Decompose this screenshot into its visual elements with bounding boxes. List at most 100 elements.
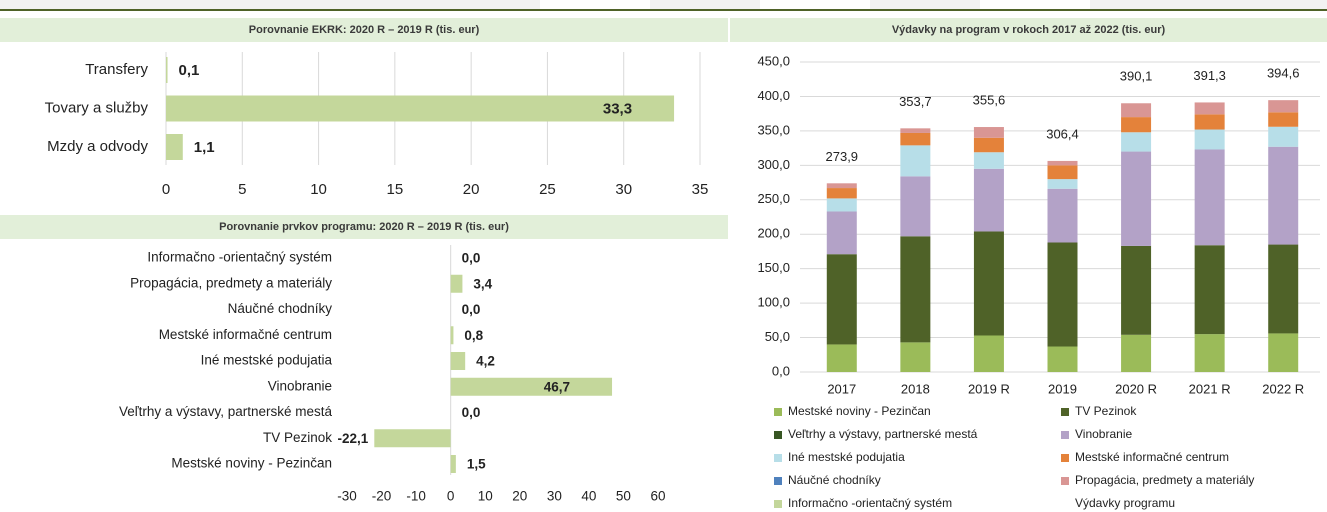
bar-segment xyxy=(1268,333,1299,372)
legend-label: Vinobranie xyxy=(1075,427,1132,441)
category-label: Mzdy a odvody xyxy=(47,138,148,155)
bar-segment xyxy=(1121,151,1152,246)
y-tick-label: 250,0 xyxy=(757,191,790,206)
bar-segment xyxy=(1268,112,1299,127)
category-label: Náučné chodníky xyxy=(228,301,333,316)
legend-label: Mestské noviny - Pezinčan xyxy=(788,404,931,418)
category-label: Mestské noviny - Pezinčan xyxy=(171,456,332,471)
bar-segment xyxy=(973,231,1004,336)
y-tick-label: 350,0 xyxy=(757,122,790,137)
bar-segment xyxy=(900,132,931,146)
x-tick-label: 35 xyxy=(692,181,709,198)
bar xyxy=(166,95,675,122)
x-tick-label: -10 xyxy=(406,489,426,504)
x-tick-label: 30 xyxy=(615,181,632,198)
total-label: 391,3 xyxy=(1193,68,1226,83)
top-cell xyxy=(980,0,1090,9)
x-tick-label: 30 xyxy=(547,489,562,504)
x-tick-label: 0 xyxy=(447,489,455,504)
bar xyxy=(450,274,463,293)
top-cell xyxy=(760,0,870,9)
x-tick-label: 2019 xyxy=(1048,381,1077,396)
value-label: 0,0 xyxy=(462,405,481,420)
x-tick-label: 2018 xyxy=(901,381,930,396)
bar-segment xyxy=(826,183,857,189)
chart-header xyxy=(0,18,728,42)
bar-segment xyxy=(826,344,857,372)
bar-segment xyxy=(826,254,857,345)
y-tick-label: 0,0 xyxy=(772,363,790,378)
legend-label: Propagácia, predmety a materiály xyxy=(1075,473,1254,487)
bar-segment xyxy=(1121,103,1152,118)
legend-swatch xyxy=(1061,454,1069,462)
bar-segment xyxy=(1121,334,1152,372)
legend-label: Mestské informačné centrum xyxy=(1075,450,1229,464)
bar xyxy=(166,134,183,160)
bar-segment xyxy=(900,145,931,177)
bar xyxy=(374,429,451,448)
bar-segment xyxy=(973,152,1004,169)
x-tick-label: 2020 R xyxy=(1115,381,1157,396)
legend-swatch xyxy=(774,431,782,439)
legend-label: Náučné chodníky xyxy=(788,473,881,487)
x-tick-label: 2019 R xyxy=(968,381,1010,396)
chart-header xyxy=(0,215,728,239)
bar-segment xyxy=(900,176,931,237)
bar-segment xyxy=(900,236,931,343)
chart-title: Výdavky na program v rokoch 2017 až 2022… xyxy=(892,24,1166,36)
bar-segment xyxy=(1047,160,1078,166)
bar xyxy=(450,455,456,473)
bar-segment xyxy=(826,198,857,212)
category-label: Iné mestské podujatia xyxy=(201,353,333,368)
bar-segment xyxy=(1047,242,1078,347)
x-tick-label: 0 xyxy=(162,181,170,198)
value-label: 46,7 xyxy=(544,379,570,394)
bar-segment xyxy=(1194,149,1225,246)
category-label: Vinobranie xyxy=(268,378,332,393)
legend-swatch xyxy=(1061,431,1069,439)
x-tick-label: 2022 R xyxy=(1262,381,1304,396)
bar-segment xyxy=(826,211,857,255)
bar-segment xyxy=(1047,346,1078,372)
total-label: 273,9 xyxy=(826,149,859,164)
x-tick-label: 40 xyxy=(581,489,596,504)
bar-segment xyxy=(973,335,1004,372)
bar xyxy=(450,352,466,370)
y-tick-label: 450,0 xyxy=(757,53,790,68)
legend-swatch xyxy=(1061,408,1069,416)
top-cell xyxy=(540,0,650,9)
legend-swatch xyxy=(774,408,782,416)
legend-swatch xyxy=(774,477,782,485)
bar-segment xyxy=(1121,245,1152,335)
value-label: -22,1 xyxy=(338,431,369,446)
category-label: Mestské informačné centrum xyxy=(159,327,332,342)
top-strip xyxy=(0,0,1327,9)
legend-label: Veľtrhy a výstavy, partnerské mestá xyxy=(788,427,978,441)
x-tick-label: 20 xyxy=(512,489,527,504)
value-label: 0,8 xyxy=(464,328,483,343)
x-tick-label: 10 xyxy=(478,489,493,504)
bar-segment xyxy=(1268,244,1299,334)
x-tick-label: 50 xyxy=(616,489,631,504)
bar-segment xyxy=(1047,165,1078,180)
category-label: Transfery xyxy=(85,61,148,78)
total-label: 355,6 xyxy=(973,92,1006,107)
bar-segment xyxy=(900,128,931,133)
bar-segment xyxy=(1121,132,1152,152)
legend-label: Iné mestské podujatia xyxy=(788,450,905,464)
x-tick-label: 60 xyxy=(650,489,665,504)
bar-segment xyxy=(900,342,931,372)
bar-segment xyxy=(826,188,857,199)
bar xyxy=(450,326,454,345)
total-label: 353,7 xyxy=(899,94,932,109)
value-label: 0,0 xyxy=(462,251,481,266)
legend-label: TV Pezinok xyxy=(1075,404,1137,418)
bar-segment xyxy=(1047,188,1078,243)
value-label: 0,1 xyxy=(179,62,200,79)
bar-segment xyxy=(1194,102,1225,115)
x-tick-label: 10 xyxy=(310,181,327,198)
value-label: 1,1 xyxy=(194,139,215,156)
bar xyxy=(450,377,613,396)
bar-segment xyxy=(1047,179,1078,189)
